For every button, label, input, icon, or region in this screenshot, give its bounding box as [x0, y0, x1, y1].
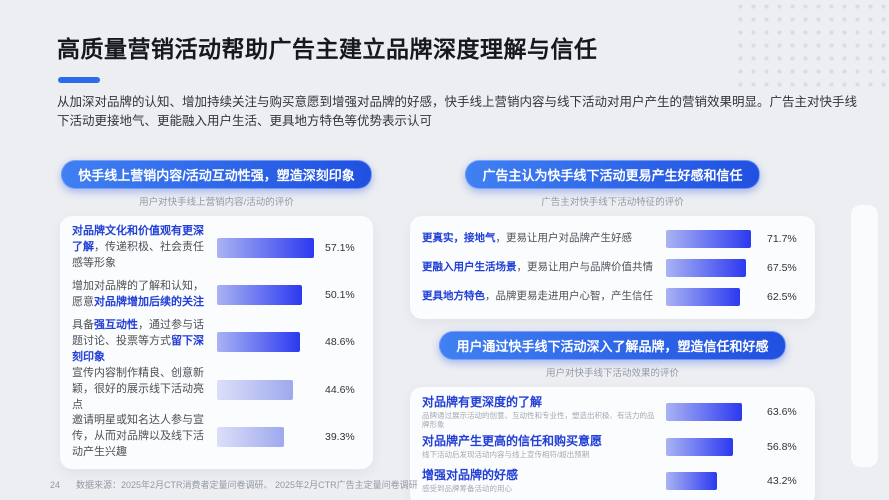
bar-area: 39.3%: [217, 427, 361, 448]
bar-label: 对品牌有更深度的了解品牌通过展示活动的创意、互动性和专业性，塑造出积极、有活力的…: [422, 395, 658, 430]
bar-row: 更具地方特色，品牌更易走进用户心智，产生信任 62.5%: [422, 282, 803, 311]
bar-label: 更融入用户生活场景，更易让用户与品牌价值共情: [422, 260, 653, 273]
bar-label-subtext: 品牌通过展示活动的创意、互动性和专业性，塑造出积极、有活力的品牌形象: [422, 411, 655, 430]
bar-area: 71.7%: [666, 229, 803, 249]
bar-track: [666, 471, 761, 491]
bar-track: [217, 237, 319, 258]
bar-label: 更真实，接地气，更易让用户对品牌产生好感: [422, 231, 632, 244]
bar-value: 44.6%: [325, 383, 355, 396]
bar-track: [666, 287, 761, 307]
bar-value: 63.6%: [767, 406, 797, 419]
bar-label: 更具地方特色，品牌更易走进用户心智，产生信任: [422, 289, 653, 302]
left-chart-card: 对品牌文化和价值观有更深了解，传递积极、社会责任感等形象 57.1% 增加对品牌的了…: [60, 216, 373, 470]
bar-label-title: 对品牌有更深度的了解: [422, 395, 543, 409]
right-panel: 广告主认为快手线下活动更易产生好感和信任 广告主对快手线下活动特征的评价 更真实…: [410, 160, 815, 500]
bar-label: 宣传内容制作精良、创意新颖，很好的展示线下活动亮点: [72, 366, 204, 411]
side-strip-decoration: [851, 205, 878, 467]
bar-row: 增加对品牌的了解和认知，愿意对品牌增加后续的关注 50.1%: [72, 272, 361, 318]
bar-value: 71.7%: [767, 232, 797, 245]
bar-row: 邀请明星或知名达人参与宣传，从而对品牌以及线下活动产生兴趣 39.3%: [72, 413, 361, 461]
title-accent-bar: [58, 77, 100, 83]
page-number: 24: [50, 479, 61, 490]
left-panel-subtitle: 用户对快手线上营销内容/活动的评价: [139, 197, 294, 208]
bar-area: 57.1%: [217, 237, 361, 258]
right-bottom-chart-card: 对品牌有更深度的了解品牌通过展示活动的创意、互动性和专业性，塑造出积极、有活力的…: [410, 387, 815, 500]
bar-track: [666, 437, 761, 457]
bar-label: 邀请明星或知名达人参与宣传，从而对品牌以及线下活动产生兴趣: [72, 414, 204, 459]
bar: [666, 437, 734, 456]
bar-label: 增强对品牌的好感 感受到品牌筹备活动的用心: [422, 468, 658, 493]
bar-area: 43.2%: [666, 471, 803, 491]
right-panel-subtitle-mid: 用户对快手线下活动效果的评价: [545, 368, 679, 379]
bar: [217, 331, 300, 352]
bar-value: 43.2%: [767, 474, 797, 487]
bar: [217, 427, 284, 448]
bar-value: 62.5%: [767, 290, 797, 303]
left-panel: 快手线上营销内容/活动互动性强，塑造深刻印象 用户对快手线上营销内容/活动的评价…: [60, 160, 373, 470]
bar: [217, 379, 293, 400]
right-panel-mid-pill: 用户通过快手线下活动深入了解品牌，塑造信任和好感: [439, 331, 786, 360]
bar: [217, 237, 315, 258]
bar-track: [217, 284, 319, 305]
bar-row: 对品牌文化和价值观有更深了解，传递积极、社会责任感等形象 57.1%: [72, 224, 361, 272]
bar-track: [217, 331, 319, 352]
bar-track: [666, 258, 761, 278]
bar-row: 对品牌有更深度的了解品牌通过展示活动的创意、互动性和专业性，塑造出积极、有活力的…: [422, 395, 803, 430]
bar-label: 对品牌产生更高的信任和购买意愿 线下活动后发现活动内容与线上宣传相符/超出预期: [422, 434, 658, 459]
bar-track: [666, 229, 761, 249]
bar-area: 44.6%: [217, 379, 361, 400]
bar-value: 56.8%: [767, 440, 797, 453]
bar-label: 对品牌文化和价值观有更深了解，传递积极、社会责任感等形象: [72, 225, 204, 269]
dot-pattern-decoration: [734, 0, 889, 92]
right-top-chart-card: 更真实，接地气，更易让用户对品牌产生好感 71.7% 更融入用户生活场景，更易让用户…: [410, 216, 815, 319]
bar: [217, 284, 303, 305]
bar-value: 48.6%: [325, 335, 355, 348]
bar-label-subtext: 感受到品牌筹备活动的用心: [422, 484, 512, 494]
left-panel-header-pill: 快手线上营销内容/活动互动性强，塑造深刻印象: [61, 160, 372, 189]
bar-area: 50.1%: [217, 284, 361, 305]
bar-area: 67.5%: [666, 258, 803, 278]
bar-row: 更真实，接地气，更易让用户对品牌产生好感 71.7%: [422, 224, 803, 253]
bar: [666, 403, 742, 422]
page-title: 高质量营销活动帮助广告主建立品牌深度理解与信任: [57, 36, 598, 62]
bar-row: 更融入用户生活场景，更易让用户与品牌价值共情 67.5%: [422, 253, 803, 282]
bar-label: 增加对品牌的了解和认知，愿意对品牌增加后续的关注: [72, 279, 204, 308]
bar-track: [217, 379, 319, 400]
bar-area: 63.6%: [666, 402, 803, 422]
bar-track: [217, 427, 319, 448]
bar: [666, 287, 741, 306]
bar-area: 48.6%: [217, 331, 361, 352]
bar-row: 对品牌产生更高的信任和购买意愿 线下活动后发现活动内容与线上宣传相符/超出预期 56…: [422, 430, 803, 464]
bar-label-subtext: 线下活动后发现活动内容与线上宣传相符/超出预期: [422, 450, 590, 460]
bar-track: [666, 402, 761, 422]
right-panel-subtitle-top: 广告主对快手线下活动特征的评价: [541, 197, 684, 208]
page-description: 从加深对品牌的认知、增加持续关注与购买意愿到增强对品牌的好感，快手线上营销内容与…: [57, 95, 858, 129]
bar: [666, 258, 747, 277]
bar-area: 56.8%: [666, 437, 803, 457]
bar-value: 57.1%: [325, 241, 355, 254]
bar: [666, 471, 718, 490]
bar: [666, 229, 752, 248]
bar-row: 具备强互动性，通过参与话题讨论、投票等方式留下深刻印象 48.6%: [72, 318, 361, 366]
bar-value: 67.5%: [767, 261, 797, 274]
bar-row: 增强对品牌的好感 感受到品牌筹备活动的用心 43.2%: [422, 464, 803, 498]
bar-value: 39.3%: [325, 431, 355, 444]
bar-value: 50.1%: [325, 288, 355, 301]
data-source: 数据来源：2025年2月CTR消费者定量问卷调研、 2025年2月CTR广告主定…: [76, 480, 418, 490]
bar-label-title: 对品牌产生更高的信任和购买意愿: [422, 434, 603, 449]
bar-label: 具备强互动性，通过参与话题讨论、投票等方式留下深刻印象: [72, 318, 204, 363]
right-panel-header-pill: 广告主认为快手线下活动更易产生好感和信任: [465, 160, 760, 189]
footer: 24 数据来源：2025年2月CTR消费者定量问卷调研、 2025年2月CTR广…: [50, 478, 418, 491]
bar-area: 62.5%: [666, 287, 803, 307]
bar-label-title: 增强对品牌的好感: [422, 468, 519, 483]
bar-row: 宣传内容制作精良、创意新颖，很好的展示线下活动亮点 44.6%: [72, 366, 361, 414]
